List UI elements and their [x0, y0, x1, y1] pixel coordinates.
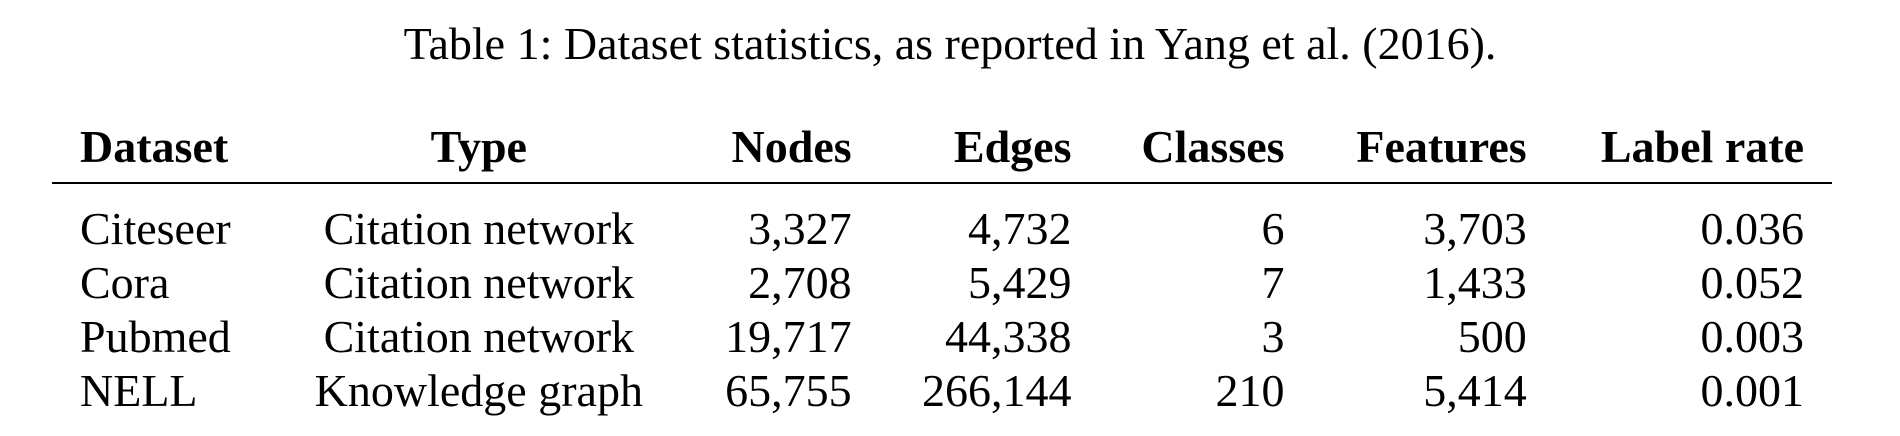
table-caption: Table 1: Dataset statistics, as reported… — [403, 18, 1497, 69]
cell-label-rate: 0.003 — [1700, 311, 1805, 362]
cell-label-rate: 0.001 — [1700, 365, 1805, 416]
table-row: Citeseer Citation network 3,327 4,732 6 … — [52, 183, 1832, 256]
cell-classes: 7 — [1261, 257, 1285, 308]
cell-features: 1,433 — [1423, 257, 1527, 308]
cell-nodes: 2,708 — [748, 257, 852, 308]
header-edges: Edges — [879, 110, 1100, 184]
cell-features: 3,703 — [1423, 203, 1527, 254]
cell-dataset: Citeseer — [80, 203, 231, 254]
dataset-statistics-table: Dataset Type Nodes Edges Classes Feature… — [52, 110, 1832, 418]
cell-dataset: NELL — [80, 365, 198, 416]
cell-features: 500 — [1457, 311, 1527, 362]
cell-label-rate: 0.036 — [1700, 203, 1805, 254]
table-row: Cora Citation network 2,708 5,429 7 1,43… — [52, 256, 1832, 310]
header-label-rate: Label rate — [1554, 110, 1832, 184]
table-row: Pubmed Citation network 19,717 44,338 3 … — [52, 310, 1832, 364]
cell-classes: 6 — [1261, 203, 1285, 254]
cell-classes: 210 — [1215, 365, 1285, 416]
cell-label-rate: 0.052 — [1700, 257, 1805, 308]
header-type: Type — [273, 110, 685, 184]
cell-type: Citation network — [323, 203, 635, 254]
table-header-row: Dataset Type Nodes Edges Classes Feature… — [52, 110, 1832, 184]
cell-nodes: 3,327 — [748, 203, 852, 254]
cell-type: Knowledge graph — [314, 365, 643, 416]
cell-type: Citation network — [323, 257, 635, 308]
cell-edges: 266,144 — [922, 365, 1072, 416]
cell-dataset: Pubmed — [80, 311, 231, 362]
cell-edges: 44,338 — [945, 311, 1072, 362]
cell-classes: 3 — [1261, 311, 1285, 362]
header-dataset: Dataset — [52, 110, 274, 184]
cell-type: Citation network — [323, 311, 635, 362]
header-classes: Classes — [1099, 110, 1313, 184]
cell-dataset: Cora — [80, 257, 170, 308]
header-features: Features — [1312, 110, 1555, 184]
cell-edges: 4,732 — [968, 203, 1072, 254]
cell-nodes: 65,755 — [725, 365, 852, 416]
table-row: NELL Knowledge graph 65,755 266,144 210 … — [52, 364, 1832, 418]
cell-nodes: 19,717 — [725, 311, 852, 362]
cell-edges: 5,429 — [968, 257, 1072, 308]
header-nodes: Nodes — [684, 110, 880, 184]
cell-features: 5,414 — [1423, 365, 1527, 416]
